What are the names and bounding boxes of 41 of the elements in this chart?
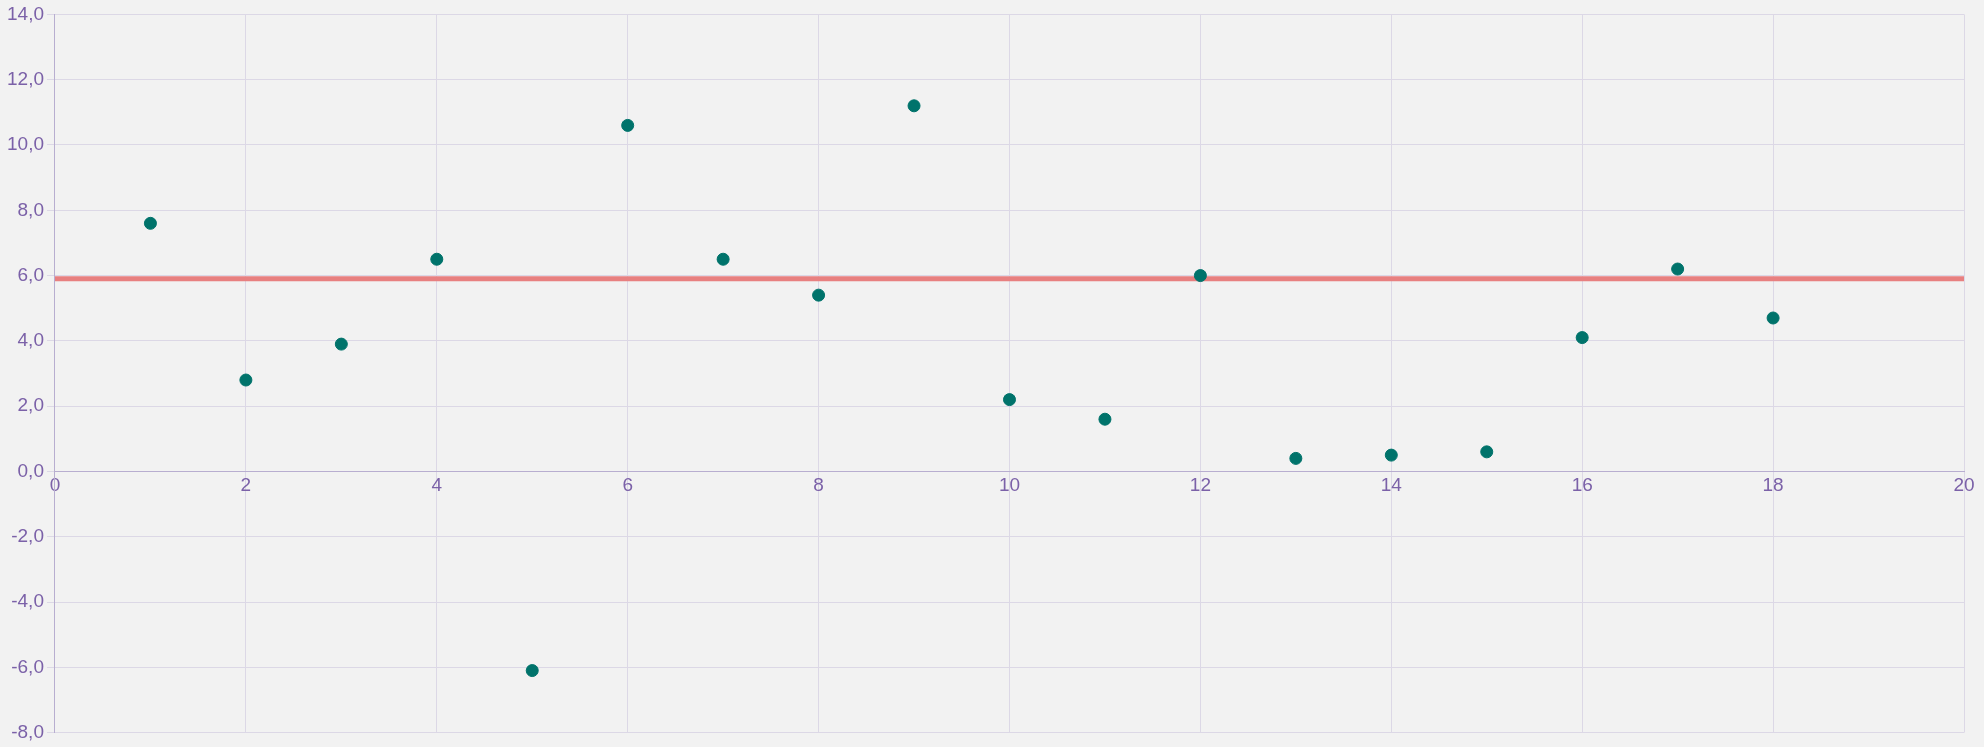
point bbox=[1384, 448, 1398, 462]
x-tick-label: 18 bbox=[1762, 474, 1784, 496]
y-tick-label: 0,0 bbox=[17, 459, 44, 481]
point bbox=[716, 252, 730, 266]
x-tick-label: 0 bbox=[49, 474, 61, 496]
y-tick-label: -2,0 bbox=[11, 524, 44, 546]
x-tick-label: 16 bbox=[1571, 474, 1593, 496]
point bbox=[334, 337, 348, 351]
x-tick-label: 10 bbox=[998, 474, 1021, 496]
point bbox=[525, 664, 539, 678]
y-tick-label: 2,0 bbox=[17, 394, 44, 416]
point bbox=[1671, 262, 1685, 276]
y-tick-label: 12,0 bbox=[7, 67, 44, 89]
x-tick-label: 2 bbox=[240, 474, 252, 496]
point bbox=[812, 288, 826, 302]
point bbox=[1766, 311, 1780, 325]
point bbox=[1480, 445, 1494, 459]
y-tick-label: 10,0 bbox=[7, 133, 44, 155]
y-tick-label: 14,0 bbox=[7, 2, 44, 24]
y-tick-label: -4,0 bbox=[11, 590, 44, 612]
point bbox=[907, 99, 921, 113]
x-tick-label: 12 bbox=[1189, 474, 1211, 496]
y-tick-label: -8,0 bbox=[11, 720, 44, 742]
point bbox=[430, 252, 444, 266]
point bbox=[621, 118, 635, 132]
point bbox=[1002, 393, 1016, 407]
point bbox=[239, 373, 253, 387]
y-tick-label: 4,0 bbox=[17, 329, 44, 351]
x-tick-label: 8 bbox=[813, 474, 824, 496]
x-tick-label: 20 bbox=[1953, 474, 1975, 496]
y-tick-label: -6,0 bbox=[11, 655, 44, 677]
point bbox=[1575, 331, 1589, 345]
x-tick-label: 4 bbox=[431, 474, 443, 496]
y-tick-label: 6,0 bbox=[17, 263, 44, 285]
point bbox=[143, 216, 157, 230]
x-tick-label: 14 bbox=[1380, 474, 1403, 496]
point bbox=[1098, 412, 1112, 426]
y-tick-label: 8,0 bbox=[17, 198, 44, 220]
point bbox=[1289, 451, 1303, 465]
point bbox=[1193, 269, 1207, 283]
x-tick-label: 6 bbox=[622, 474, 633, 496]
